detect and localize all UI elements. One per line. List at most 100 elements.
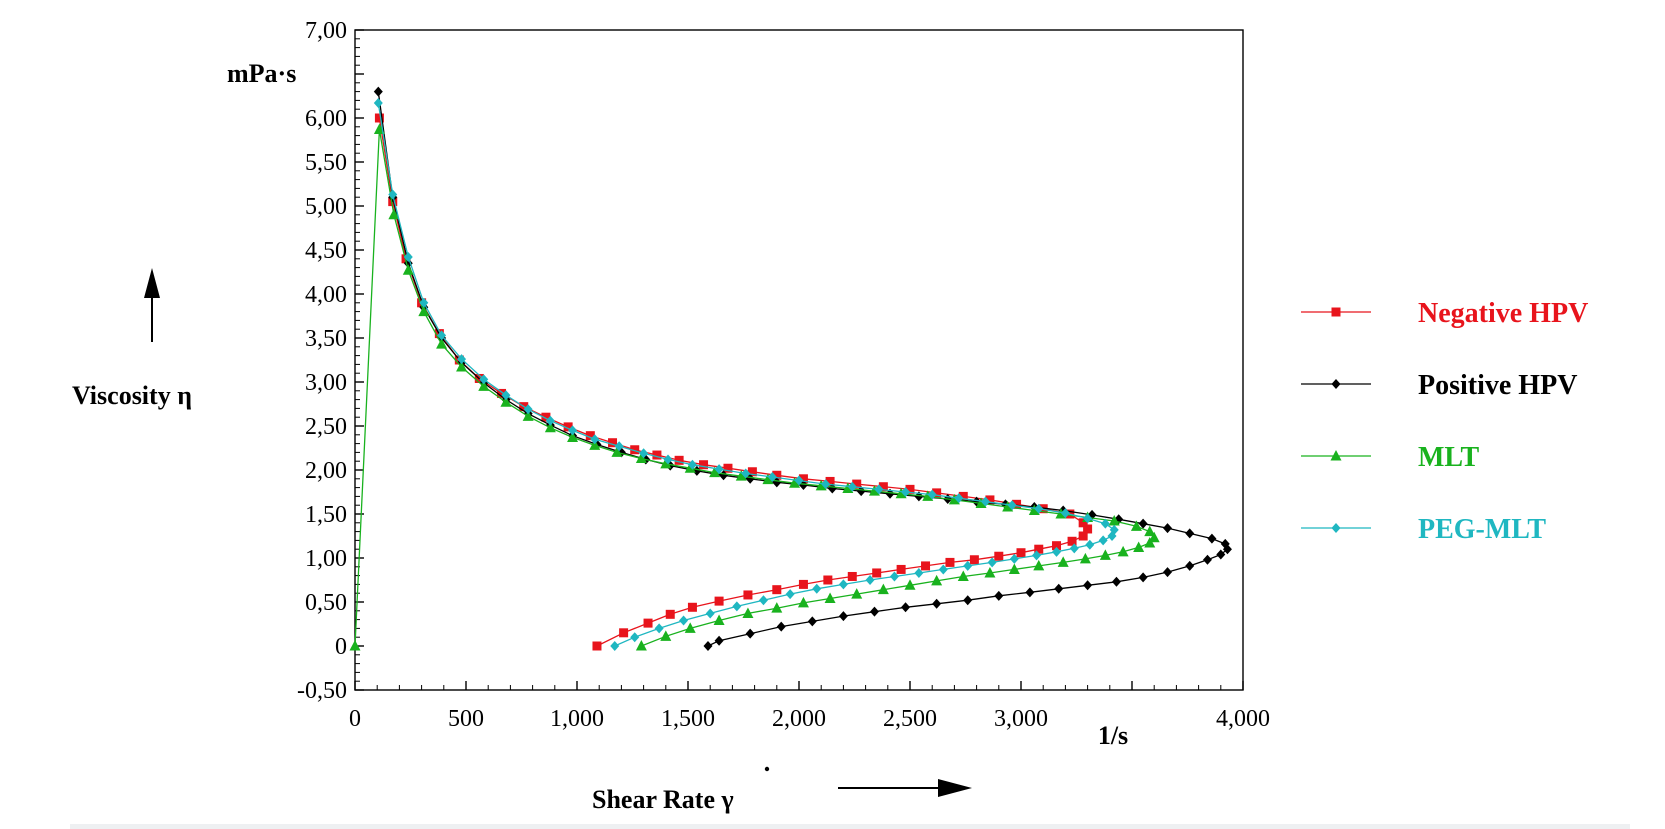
data-point: [1032, 550, 1042, 561]
data-point: [635, 452, 647, 464]
x-tick-label: 0: [349, 706, 361, 732]
data-point: [643, 618, 653, 628]
data-point: [541, 412, 551, 422]
data-point: [663, 454, 673, 465]
data-point: [418, 305, 430, 317]
data-point: [869, 606, 879, 617]
data-point: [639, 448, 649, 459]
data-point: [1117, 545, 1129, 557]
data-point: [878, 482, 888, 492]
legend-marker: [1331, 307, 1341, 317]
data-point: [742, 607, 754, 618]
data-point: [1107, 531, 1117, 541]
data-point: [388, 189, 398, 200]
data-point: [922, 490, 934, 501]
data-point: [1185, 560, 1195, 571]
data-point: [747, 467, 757, 477]
data-point: [1138, 572, 1148, 583]
data-point: [1083, 524, 1093, 534]
data-point: [1144, 525, 1156, 537]
data-point: [1085, 539, 1095, 550]
data-point: [610, 641, 620, 651]
y-tick-label: 7,00: [305, 18, 347, 44]
data-point: [1067, 536, 1077, 546]
data-point: [684, 622, 696, 633]
data-point: [1099, 549, 1111, 560]
data-point: [719, 470, 729, 481]
data-point: [771, 602, 783, 613]
data-point: [975, 497, 987, 508]
y-axis: 7,00 6,00 5,50 5,00 4,50 4,00 3,50 3,00 2,50 2,00…: [297, 18, 364, 704]
data-point: [1028, 504, 1040, 515]
x-axis-label: Shear Rate γ: [592, 785, 734, 814]
x-tick-label: 2,000: [772, 706, 826, 732]
data-point: [388, 208, 400, 220]
data-point: [872, 568, 882, 578]
data-point: [868, 485, 880, 496]
data-point: [874, 484, 884, 495]
data-point: [797, 596, 809, 608]
data-point: [1069, 543, 1079, 554]
data-point: [703, 641, 713, 651]
data-point: [1009, 553, 1019, 564]
data-point: [1083, 513, 1093, 524]
data-point: [1034, 544, 1044, 554]
data-point: [497, 388, 507, 398]
data-point: [608, 438, 618, 448]
y-axis-unit: mPa·s: [227, 59, 296, 88]
data-point: [927, 489, 937, 500]
data-point: [847, 481, 857, 492]
data-point: [735, 470, 747, 481]
data-point: [619, 628, 629, 638]
data-point: [1078, 518, 1088, 528]
data-point: [479, 374, 489, 385]
data-point: [824, 592, 836, 603]
y-tick-label: 2,00: [305, 458, 347, 484]
data-point: [1060, 508, 1070, 519]
legend-item-negative-hpv: Negative HPV: [1301, 298, 1588, 329]
data-point: [373, 86, 383, 97]
data-point: [877, 583, 889, 595]
data-point: [419, 297, 429, 308]
data-point: [1007, 500, 1017, 511]
data-point: [901, 487, 911, 497]
data-point: [904, 579, 916, 590]
data-point: [823, 575, 833, 585]
legend-label: MLT: [1418, 442, 1480, 473]
data-point: [1207, 533, 1217, 544]
data-point: [1002, 500, 1014, 512]
data-point: [741, 468, 751, 479]
data-point: [821, 479, 831, 490]
data-point: [798, 579, 808, 589]
data-point: [1108, 515, 1120, 526]
data-point: [963, 560, 973, 571]
data-point: [652, 450, 662, 460]
data-point: [957, 570, 969, 581]
data-point: [827, 483, 837, 494]
data-point: [825, 476, 835, 486]
gamma-dot: [764, 766, 770, 772]
y-tick-label: 5,50: [305, 150, 347, 176]
data-point: [994, 590, 1004, 601]
data-point: [545, 415, 555, 426]
legend-label: Negative HPV: [1418, 298, 1588, 329]
data-point: [1138, 518, 1148, 529]
series-layer: [349, 86, 1232, 651]
data-point: [1057, 556, 1069, 567]
data-point: [767, 472, 777, 483]
data-point: [501, 390, 511, 401]
data-point: [1133, 541, 1145, 552]
data-point: [743, 590, 753, 600]
data-point: [1185, 528, 1195, 539]
data-point: [905, 484, 915, 494]
y-tick-label: -0,50: [297, 678, 347, 704]
x-tick-label: 1,500: [661, 706, 715, 732]
data-point: [654, 623, 664, 634]
data-point: [403, 252, 413, 263]
legend-item-positive-hpv: Positive HPV: [1301, 370, 1577, 401]
data-point: [838, 611, 848, 622]
data-point: [847, 571, 857, 581]
data-point: [674, 455, 684, 465]
data-point: [772, 585, 782, 595]
